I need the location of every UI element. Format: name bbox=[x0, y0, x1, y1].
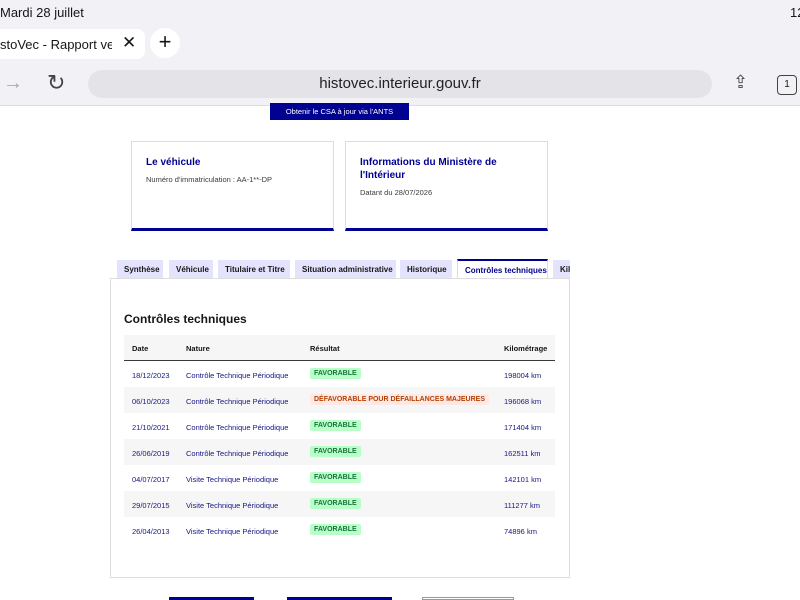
cell: 21/10/2021 bbox=[132, 423, 170, 432]
cell: Visite Technique Périodique bbox=[186, 475, 279, 484]
csa-button[interactable]: Obtenir le CSA à jour via l'ANTS bbox=[270, 103, 409, 120]
tab-title: stoVec - Rapport vend bbox=[0, 37, 112, 52]
column-header: Kilométrage bbox=[504, 344, 548, 353]
result-badge: FAVORABLE bbox=[310, 420, 361, 431]
browser-chrome: Mardi 28 juillet 12 stoVec - Rapport ven… bbox=[0, 0, 800, 106]
result-badge: FAVORABLE bbox=[310, 472, 361, 483]
cell: 111277 km bbox=[504, 501, 540, 510]
card-title: Le véhicule bbox=[146, 157, 201, 168]
share[interactable]: ⇪ bbox=[733, 72, 749, 92]
result-badge: FAVORABLE bbox=[310, 524, 361, 535]
forward[interactable]: → bbox=[3, 72, 23, 94]
table-row: 04/07/2017 Visite Technique Périodique FAV… bbox=[124, 465, 555, 491]
table-header: Date Nature Résultat Kilométrage bbox=[124, 335, 555, 361]
status-time: 12 bbox=[790, 5, 800, 20]
cell: 06/10/2023 bbox=[132, 397, 170, 406]
tab[interactable]: Kil bbox=[553, 260, 570, 279]
card-text: Numéro d'immatriculation : AA-1**-DP bbox=[146, 175, 273, 184]
address-bar[interactable]: histovec.interieur.gouv.fr bbox=[88, 70, 712, 98]
cell: 196068 km bbox=[504, 397, 542, 406]
result-badge: DÉFAVORABLE POUR DÉFAILLANCES MAJEURES bbox=[310, 394, 489, 405]
card-title: Informations du Ministère de l'Intérieur bbox=[360, 157, 497, 181]
column-header: Date bbox=[132, 344, 149, 353]
cell: Contrôle Technique Périodique bbox=[186, 423, 289, 432]
table-row: 06/10/2023 Contrôle Technique Périodique D… bbox=[124, 387, 555, 413]
cell: Contrôle Technique Périodique bbox=[186, 371, 289, 380]
reload[interactable]: ↻ bbox=[47, 70, 66, 95]
cell: Contrôle Technique Périodique bbox=[186, 397, 289, 406]
result-badge: FAVORABLE bbox=[310, 446, 361, 457]
close-tab[interactable]: ✕ bbox=[122, 33, 137, 52]
footer-button[interactable] bbox=[287, 597, 392, 600]
table-row: 26/06/2019 Contrôle Technique Périodique F… bbox=[124, 439, 555, 465]
section-title: Contrôles techniques bbox=[124, 312, 247, 326]
cell: 29/07/2015 bbox=[132, 501, 170, 510]
tab[interactable]: Véhicule bbox=[169, 260, 213, 279]
panel bbox=[110, 278, 570, 578]
cell: 142101 km bbox=[504, 475, 542, 484]
browser-tab[interactable]: stoVec - Rapport vend ✕ bbox=[0, 29, 145, 59]
cell: 04/07/2017 bbox=[132, 475, 170, 484]
cell: Contrôle Technique Périodique bbox=[186, 449, 289, 458]
cell: 198004 km bbox=[504, 371, 542, 380]
tab[interactable]: Synthèse bbox=[117, 260, 163, 279]
cell: 18/12/2023 bbox=[132, 371, 170, 380]
footer-button[interactable] bbox=[169, 597, 254, 600]
result-badge: FAVORABLE bbox=[310, 368, 361, 379]
card: Le véhicule Numéro d'immatriculation : AA… bbox=[131, 141, 334, 231]
cell: 74896 km bbox=[504, 527, 537, 536]
tab[interactable]: Contrôles techniques bbox=[457, 259, 548, 279]
cell: 26/06/2019 bbox=[132, 449, 170, 458]
cell: 171404 km bbox=[504, 423, 542, 432]
table-row: 26/04/2013 Visite Technique Périodique FAV… bbox=[124, 517, 555, 543]
cell: Visite Technique Périodique bbox=[186, 501, 279, 510]
card-text: Datant du 28/07/2026 bbox=[360, 188, 433, 197]
tab-count[interactable]: 1 bbox=[777, 75, 797, 95]
table-row: 18/12/2023 Contrôle Technique Périodique F… bbox=[124, 361, 555, 387]
column-header: Nature bbox=[186, 344, 210, 353]
result-badge: FAVORABLE bbox=[310, 498, 361, 509]
cell: Visite Technique Périodique bbox=[186, 527, 279, 536]
table-row: 29/07/2015 Visite Technique Périodique FAV… bbox=[124, 491, 555, 517]
tab[interactable]: Historique bbox=[400, 260, 452, 279]
card: Informations du Ministère de l'Intérieur… bbox=[345, 141, 548, 231]
table-row: 21/10/2021 Contrôle Technique Périodique F… bbox=[124, 413, 555, 439]
status-date: Mardi 28 juillet bbox=[0, 5, 84, 20]
cell: 162511 km bbox=[504, 449, 541, 458]
column-header: Résultat bbox=[310, 344, 340, 353]
tab[interactable]: Situation administrative bbox=[295, 260, 396, 279]
tab[interactable]: Titulaire et Titre bbox=[218, 260, 290, 279]
cell: 26/04/2013 bbox=[132, 527, 170, 536]
new-tab[interactable]: + bbox=[150, 28, 180, 58]
url: histovec.interieur.gouv.fr bbox=[319, 75, 481, 92]
